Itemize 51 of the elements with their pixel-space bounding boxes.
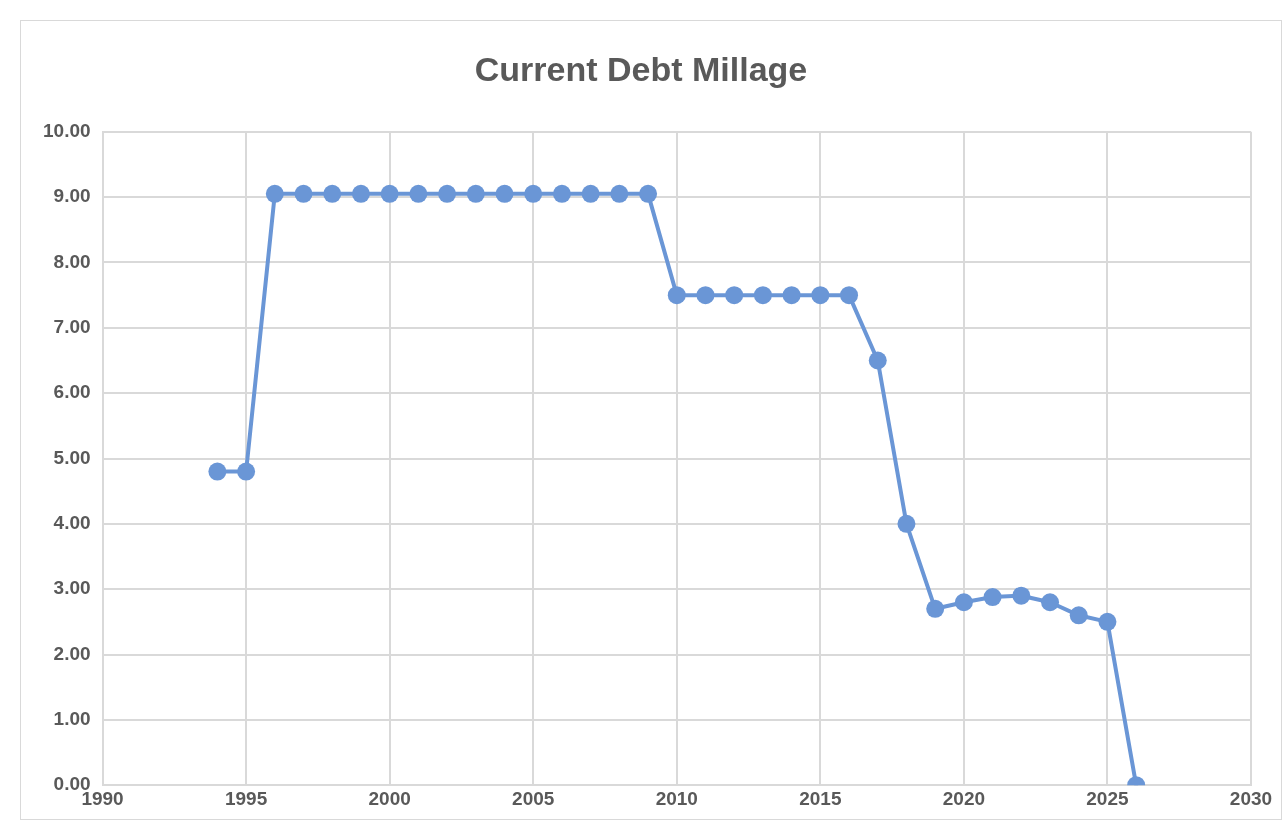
y-tick-label: 7.00 (53, 316, 91, 338)
point (237, 462, 256, 481)
x-tick-label: 2020 (942, 787, 986, 809)
point (1069, 606, 1088, 625)
point (639, 184, 658, 203)
y-tick-label: 10.00 (43, 120, 91, 142)
point (1098, 612, 1117, 631)
point (753, 286, 772, 305)
x-tick-label: 2030 (1229, 787, 1273, 809)
y-tick-label: 2.00 (53, 642, 91, 664)
y-tick-label: 3.00 (53, 577, 91, 599)
point (409, 184, 428, 203)
y-tick-label: 8.00 (53, 250, 91, 272)
x-tick-label: 2025 (1086, 787, 1129, 809)
x-tick-label: 2010 (655, 787, 698, 809)
point (1012, 586, 1031, 605)
y-tick-label: 6.00 (53, 381, 91, 403)
point (983, 588, 1002, 607)
point (954, 593, 973, 612)
chart-title: Current Debt Millage (474, 49, 808, 88)
point (725, 286, 744, 305)
point (466, 184, 485, 203)
point (1041, 593, 1060, 612)
point (294, 184, 313, 203)
y-tick-label: 9.00 (53, 185, 91, 207)
point (897, 514, 916, 533)
x-tick-label: 1995 (224, 787, 268, 809)
point (811, 286, 830, 305)
point (581, 184, 600, 203)
point (323, 184, 342, 203)
point (696, 286, 715, 305)
point (552, 184, 571, 203)
point (351, 184, 370, 203)
point (438, 184, 457, 203)
point (380, 184, 399, 203)
y-tick-label: 4.00 (53, 512, 91, 534)
point (782, 286, 801, 305)
point (208, 462, 227, 481)
point (495, 184, 514, 203)
point (926, 599, 945, 618)
point (868, 351, 887, 370)
x-tick-label: 2000 (368, 787, 411, 809)
x-tick-label: 2005 (512, 787, 555, 809)
y-tick-label: 5.00 (53, 446, 91, 468)
point (265, 184, 284, 203)
point (667, 286, 686, 305)
y-tick-label: 1.00 (53, 708, 91, 730)
x-tick-label: 2015 (799, 787, 842, 809)
point (524, 184, 543, 203)
point (610, 184, 629, 203)
point (840, 286, 859, 305)
